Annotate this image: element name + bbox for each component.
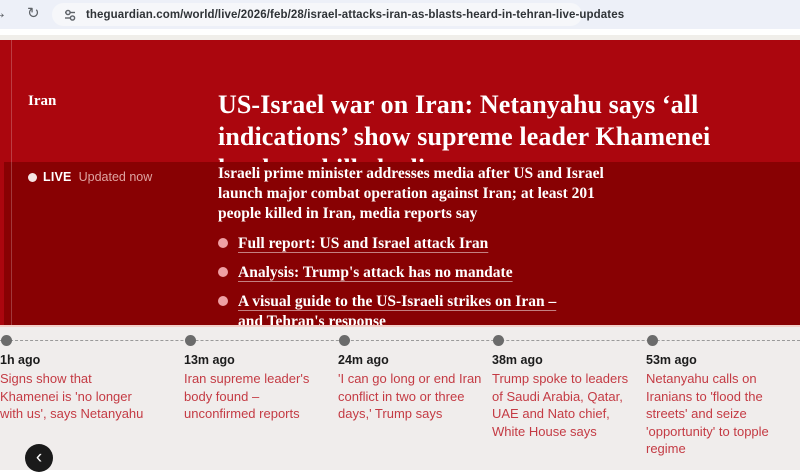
timeline-event-link[interactable]: Iran supreme leader's body found – uncon… [184,371,310,421]
timeline-timestamp: 38m ago [492,353,543,367]
timeline-item: 24m ago 'I can go long or end Iran confl… [338,335,488,423]
toolbar-divider [0,29,800,35]
bullet-icon [218,296,228,306]
updated-timestamp: Updated now [78,170,153,184]
address-bar[interactable]: theguardian.com/world/live/2026/feb/28/i… [52,3,624,26]
timeline-timestamp: 53m ago [646,353,697,367]
timeline-timestamp: 13m ago [184,353,235,367]
timeline-event-link[interactable]: Signs show that Khamenei is 'no longer w… [0,371,144,421]
key-events-panel: LIVE Updated now Israeli prime minister … [0,162,800,330]
timeline-item: 13m ago Iran supreme leader's body found… [184,335,334,423]
page-top-gap [0,35,800,40]
liveblog-header: Iran US-Israel war on Iran: Netanyahu sa… [0,40,800,183]
timeline-event-link[interactable]: 'I can go long or end Iran conflict in t… [338,371,482,421]
timeline-dot-icon [185,335,196,346]
list-item: Analysis: Trump's attack has no mandate [218,263,583,283]
link-analysis[interactable]: Analysis: Trump's attack has no mandate [238,264,513,281]
timeline-event-link[interactable]: Netanyahu calls on Iranians to 'flood th… [646,371,769,456]
timeline-item: 38m ago Trump spoke to leaders of Saudi … [492,335,642,440]
column-rule [11,40,12,325]
forward-icon[interactable]: → [0,3,7,25]
list-item: Full report: US and Israel attack Iran [218,234,583,254]
reload-icon[interactable]: ↻ [27,5,40,22]
bullet-icon [218,267,228,277]
site-info-icon[interactable] [63,8,77,22]
carousel-prev-button[interactable]: ‹ [25,444,53,472]
section-kicker[interactable]: Iran [28,93,57,109]
timeline-axis [0,340,800,341]
live-status: LIVE Updated now [28,170,152,184]
timeline-item: 53m ago Netanyahu calls on Iranians to '… [646,335,796,458]
key-events-timeline: 13m ago Iran supreme leader's body found… [0,325,800,472]
live-badge: LIVE [43,170,72,184]
timeline-event-link[interactable]: Trump spoke to leaders of Saudi Arabia, … [492,371,629,439]
standfirst: Israeli prime minister addresses media a… [218,164,618,341]
link-full-report[interactable]: Full report: US and Israel attack Iran [238,235,489,252]
timeline-dot-icon [493,335,504,346]
timeline-timestamp: 1h ago [0,353,41,367]
timeline-timestamp: 24m ago [338,353,389,367]
browser-toolbar: → ↻ theguardian.com/world/live/2026/feb/… [0,0,800,29]
live-dot-icon [28,172,37,182]
chevron-left-icon: ‹ [35,446,43,468]
timeline-dot-icon [1,335,12,346]
related-links: Full report: US and Israel attack Iran A… [218,234,583,332]
summary-text: Israeli prime minister addresses media a… [218,165,604,222]
timeline-dot-icon [647,335,658,346]
bullet-icon [218,238,228,248]
timeline-dot-icon [339,335,350,346]
url-text: theguardian.com/world/live/2026/feb/28/i… [86,8,625,21]
timeline-item: 1h ago Signs show that Khamenei is 'no l… [0,335,150,423]
